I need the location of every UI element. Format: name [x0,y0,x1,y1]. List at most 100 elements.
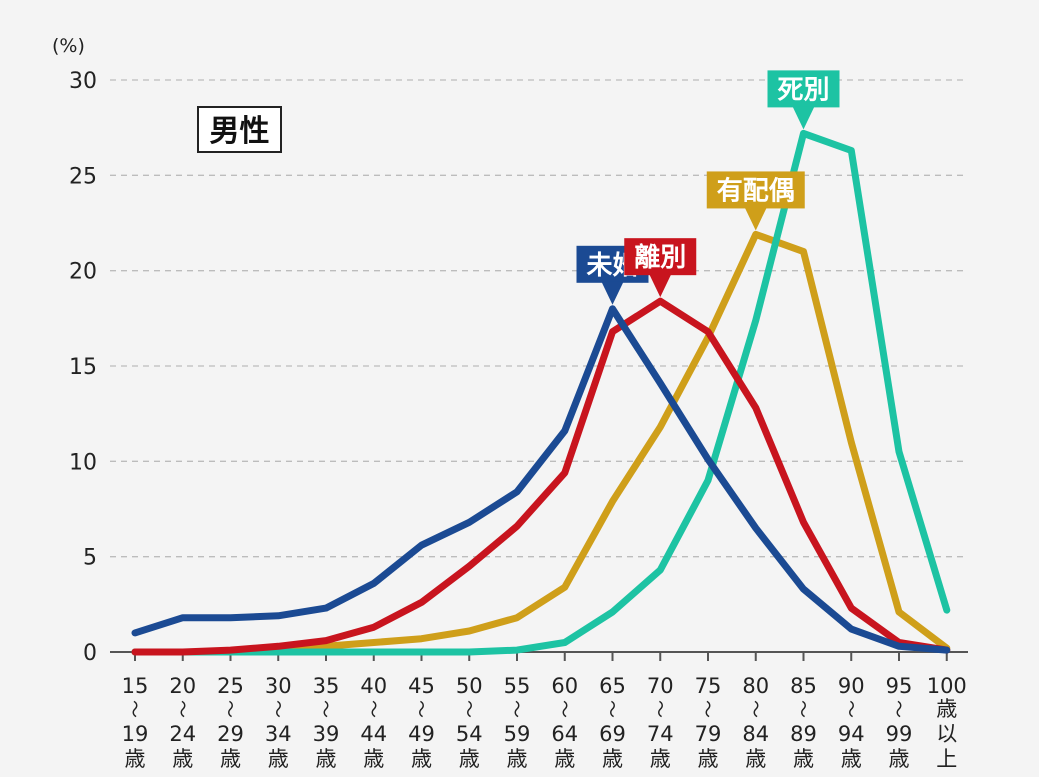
x-tick-label-15-0: 90 [838,674,865,698]
x-tick-label-7-0: 50 [456,674,483,698]
panel-label: 男性 [197,106,282,153]
callout-離別: 離別 [624,238,697,298]
x-tick-label-16-3: 歳 [889,747,910,771]
x-tick-label-17-2: 以 [936,722,957,746]
x-tick-label-17-0: 100 [927,674,967,698]
x-tick-label-13-0: 80 [742,674,769,698]
x-tick-label-0-2: 19 [122,722,149,746]
x-tick-label-5-1: 〜 [362,700,383,718]
y-tick-label-0: 0 [83,641,97,666]
x-tick-label-8-1: 〜 [505,700,526,718]
x-tick-label-4-2: 39 [313,722,340,746]
x-tick-label-4-1: 〜 [314,700,335,718]
x-tick-label-0-3: 歳 [125,747,146,771]
x-tick-label-17-3: 上 [936,747,957,771]
series-line-離別 [131,297,951,656]
x-tick-label-1-1: 〜 [171,700,192,718]
x-tick-label-6-3: 歳 [411,747,432,771]
series-label-死別: 死別 [777,75,829,105]
x-tick-label-11-0: 70 [647,674,674,698]
y-tick-label-10: 10 [69,450,97,475]
x-tick-label-13-3: 歳 [745,747,766,771]
x-tick-label-10-0: 65 [599,674,626,698]
x-axis-ticks: 15〜19歳20〜24歳25〜29歳30〜34歳35〜39歳40〜44歳45〜4… [122,652,967,771]
x-tick-label-0-1: 〜 [123,700,144,718]
y-tick-label-25: 25 [69,164,97,189]
x-tick-label-4-3: 歳 [316,747,337,771]
x-tick-label-12-0: 75 [695,674,722,698]
x-tick-label-2-3: 歳 [220,747,241,771]
x-tick-label-8-0: 55 [504,674,531,698]
callout-box-有配偶 [706,171,805,209]
y-tick-label-20: 20 [69,260,97,285]
callout-box-離別 [624,238,697,276]
callout-pointer-未婚 [601,281,624,305]
x-tick-label-11-3: 歳 [650,747,671,771]
y-tick-label-30: 30 [69,69,97,94]
x-tick-label-9-3: 歳 [554,747,575,771]
x-tick-label-8-3: 歳 [507,747,528,771]
x-tick-label-0-0: 15 [122,674,149,698]
x-tick-label-15-1: 〜 [839,700,860,718]
x-tick-label-9-1: 〜 [553,700,574,718]
x-tick-label-11-1: 〜 [648,700,669,718]
x-tick-label-14-2: 89 [790,722,817,746]
x-tick-label-15-3: 歳 [841,747,862,771]
x-tick-label-8-2: 59 [504,722,531,746]
x-tick-label-13-2: 84 [742,722,769,746]
series-label-有配偶: 有配偶 [717,176,795,206]
x-tick-label-6-0: 45 [408,674,435,698]
x-tick-label-12-2: 79 [695,722,722,746]
x-tick-label-6-2: 49 [408,722,435,746]
callout-pointer-有配偶 [744,207,767,231]
x-tick-label-12-3: 歳 [698,747,719,771]
y-unit-label: (%) [52,35,85,57]
x-tick-label-15-2: 94 [838,722,865,746]
x-tick-label-5-3: 歳 [363,747,384,771]
x-tick-label-7-2: 54 [456,722,483,746]
series-line-死別 [131,129,951,656]
x-tick-label-2-1: 〜 [219,700,240,718]
grid-lines [110,79,968,653]
x-tick-label-16-2: 99 [886,722,913,746]
x-tick-label-1-0: 20 [169,674,196,698]
x-tick-label-17-1: 歳 [936,697,957,721]
x-tick-label-1-3: 歳 [172,747,193,771]
panel-label-text: 男性 [210,114,270,149]
x-tick-label-3-3: 歳 [268,747,289,771]
y-axis-ticks: 0 5 10 15 20 25 30 [69,69,97,666]
callout-有配偶: 有配偶 [706,171,805,231]
x-tick-label-14-3: 歳 [793,747,814,771]
series-lines [131,129,951,656]
x-tick-label-14-0: 85 [790,674,817,698]
series-label-離別: 離別 [634,242,686,273]
series-line-未婚 [131,305,951,654]
x-tick-label-1-2: 24 [169,722,196,746]
callout-pointer-死別 [792,106,815,130]
x-tick-label-2-0: 25 [217,674,244,698]
x-tick-label-9-0: 60 [551,674,578,698]
x-tick-label-3-0: 30 [265,674,292,698]
x-tick-label-10-2: 69 [599,722,626,746]
x-tick-label-5-0: 40 [360,674,387,698]
x-tick-label-12-1: 〜 [696,700,717,718]
x-tick-label-13-1: 〜 [744,700,765,718]
callout-死別: 死別 [767,70,840,130]
callout-pointer-離別 [649,274,672,298]
x-tick-label-10-1: 〜 [601,700,622,718]
x-tick-label-14-1: 〜 [792,700,813,718]
x-tick-label-16-1: 〜 [887,700,908,718]
panel-label-box [197,106,282,153]
x-tick-label-7-1: 〜 [457,700,478,718]
x-tick-label-3-2: 34 [265,722,292,746]
x-tick-label-6-1: 〜 [410,700,431,718]
x-tick-label-7-3: 歳 [459,747,480,771]
x-tick-label-10-3: 歳 [602,747,623,771]
callout-box-死別 [767,70,840,108]
x-tick-label-16-0: 95 [886,674,913,698]
x-tick-label-3-1: 〜 [266,700,287,718]
y-tick-label-5: 5 [83,546,97,571]
x-tick-label-5-2: 44 [360,722,387,746]
series-line-有配偶 [131,230,951,656]
